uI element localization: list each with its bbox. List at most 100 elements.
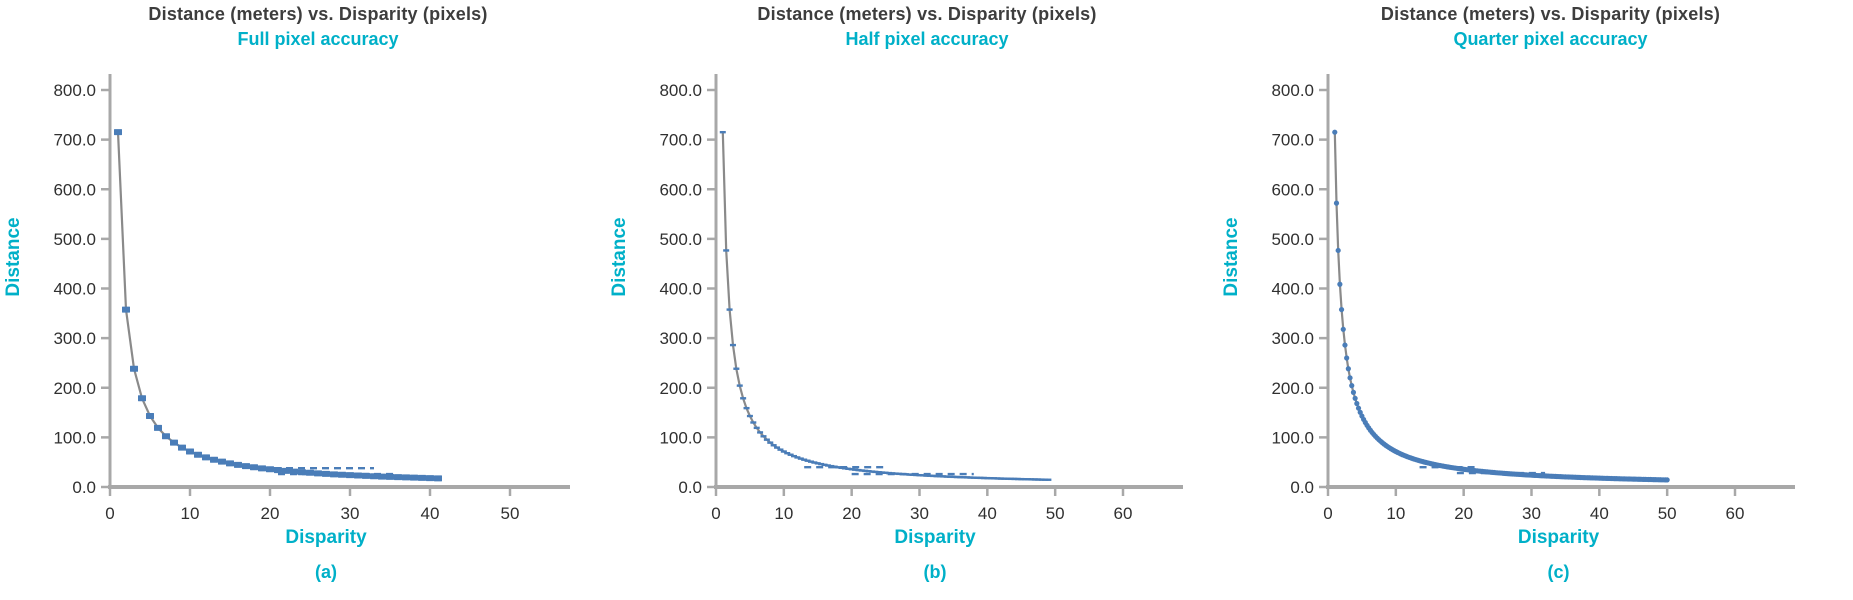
data-point-dash: [906, 473, 913, 476]
x-tick-label: 30: [1522, 504, 1541, 523]
data-point-dot: [1335, 247, 1341, 254]
data-point-dash: [923, 474, 930, 477]
data-point-square: [210, 456, 218, 463]
y-tick-label: 0.0: [72, 478, 96, 497]
data-point-dash: [980, 476, 987, 480]
data-point-square: [306, 469, 314, 476]
data-point-dot: [1349, 383, 1355, 389]
data-point-dash: [1001, 477, 1008, 480]
data-point-dash: [909, 473, 916, 476]
data-point-square: [418, 474, 426, 481]
data-point-dash: [926, 474, 933, 477]
data-point-dash: [726, 308, 733, 311]
y-tick-label: 600.0: [53, 180, 96, 199]
data-point-square: [354, 472, 362, 479]
data-point-dash: [814, 462, 821, 465]
y-tick-label: 300.0: [659, 329, 702, 348]
data-point-square: [114, 129, 122, 136]
data-point-square: [258, 465, 266, 472]
data-point-square: [386, 473, 394, 480]
data-point-square: [130, 365, 138, 372]
data-point-dash: [760, 435, 767, 438]
x-tick-label: 20: [1454, 504, 1473, 523]
data-point-dash: [763, 438, 770, 441]
data-point-square: [122, 306, 130, 313]
data-point-dash: [865, 470, 872, 473]
trend-line: [1333, 132, 1668, 481]
y-tick-label: 300.0: [53, 329, 96, 348]
y-tick-label: 800.0: [53, 81, 96, 100]
data-point-square: [426, 475, 434, 482]
data-point-dash: [1025, 478, 1032, 481]
data-point-square: [202, 454, 210, 461]
data-point-dash: [967, 476, 974, 479]
data-point-dash: [804, 459, 811, 462]
data-point-dash: [977, 476, 984, 480]
data-point-dash: [930, 474, 937, 478]
data-point-dash: [750, 421, 757, 424]
data-point-dot: [1354, 400, 1360, 407]
data-point-square: [146, 413, 154, 420]
data-point-dot: [1342, 342, 1348, 348]
y-tick-label: 400.0: [53, 280, 96, 299]
y-tick-label: 800.0: [1271, 81, 1314, 100]
data-point-square: [194, 451, 202, 458]
data-point-dash: [746, 414, 753, 418]
y-tick-label: 500.0: [659, 230, 702, 249]
data-point-dash: [838, 466, 845, 470]
data-point-square: [250, 464, 258, 471]
y-tick-label: 600.0: [659, 180, 702, 199]
x-tick-label: 0: [711, 504, 720, 523]
y-tick-label: 500.0: [1271, 230, 1314, 249]
data-point-dot: [1350, 389, 1357, 395]
x-tick-label: 40: [421, 504, 440, 523]
data-point-dash: [794, 456, 801, 459]
data-point-square: [362, 472, 370, 479]
x-tick-label: 0: [1323, 504, 1332, 523]
data-point-dash: [882, 471, 889, 475]
trend-line: [116, 132, 439, 480]
y-tick-label: 700.0: [53, 131, 96, 150]
data-point-dash: [1021, 478, 1028, 481]
data-point-square: [170, 439, 178, 446]
y-tick-label: 700.0: [659, 131, 702, 150]
data-point-dash: [963, 476, 970, 479]
y-tick-label: 200.0: [1271, 379, 1314, 398]
data-point-dash: [997, 477, 1004, 480]
data-point-square: [410, 474, 418, 481]
data-point-dash: [879, 471, 886, 474]
data-point-dash: [947, 475, 954, 478]
data-point-dash: [1014, 477, 1021, 481]
data-point-dash: [1031, 478, 1038, 481]
chart-subtitle: Half pixel accuracy: [845, 29, 1009, 49]
data-point-dash: [835, 466, 842, 469]
data-point-dash: [733, 367, 740, 370]
x-tick-label: 0: [105, 504, 114, 523]
trend-line: [721, 132, 1049, 481]
data-point-square: [290, 468, 298, 475]
chart-subtitle: Quarter pixel accuracy: [1453, 29, 1648, 49]
plot-area-half-pixel: 800.0700.0600.0500.0400.0300.0200.0100.0…: [659, 74, 1183, 523]
data-point-dash: [916, 473, 923, 477]
data-point-square: [218, 458, 226, 465]
y-tick-label: 400.0: [659, 280, 702, 299]
x-tick-label: 40: [1590, 504, 1609, 523]
data-point-dash: [777, 448, 784, 451]
data-point-square: [154, 424, 162, 431]
plot-area-full-pixel: 800.0700.0600.0500.0400.0300.0200.0100.0…: [53, 74, 570, 523]
y-tick-label: 800.0: [659, 81, 702, 100]
data-point-square: [178, 444, 186, 451]
x-axis-label: Disparity: [285, 527, 367, 548]
data-point-dash: [801, 458, 808, 461]
data-point-dash: [807, 460, 814, 463]
data-point-dash: [902, 473, 909, 476]
data-point-square: [322, 470, 330, 477]
data-point-dash: [787, 453, 794, 456]
panel-letter: (a): [315, 562, 337, 582]
data-point-dash: [960, 476, 967, 479]
x-tick-label: 10: [181, 504, 200, 523]
data-point-dash: [869, 470, 876, 473]
data-point-dash: [991, 477, 998, 480]
data-point-dash: [885, 471, 892, 475]
x-axis-label: Disparity: [1517, 527, 1600, 548]
